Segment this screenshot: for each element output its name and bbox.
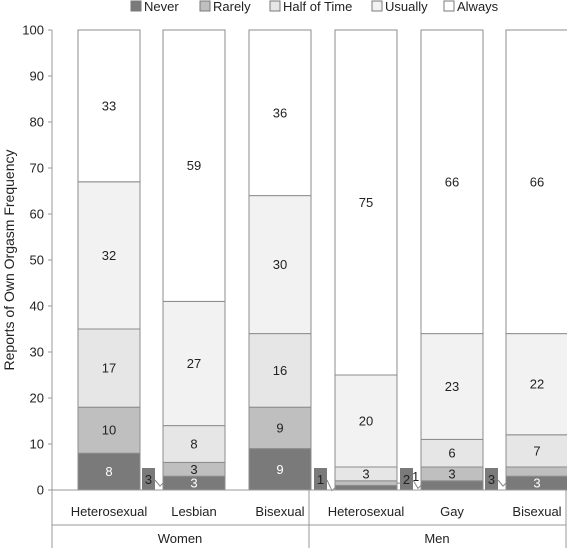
x-tick-label-4: Gay xyxy=(440,504,464,519)
y-tick-label-0: 0 xyxy=(37,483,44,498)
x-axis: Heterosexual Lesbian Bisexual Heterosexual G… xyxy=(51,489,567,548)
data-label-5-3: 22 xyxy=(530,377,544,392)
bar-segment-4-0 xyxy=(420,480,484,491)
y-tick-label-7: 70 xyxy=(30,161,44,176)
bar-segment-3-0 xyxy=(334,484,398,491)
data-label-1-4: 59 xyxy=(187,158,201,173)
y-tick-label-4: 40 xyxy=(30,299,44,314)
data-label-4-4: 66 xyxy=(445,174,459,189)
y-tick-label-10: 100 xyxy=(22,23,44,38)
bar-segment-2-2 xyxy=(248,333,312,408)
bar-segment-4-3 xyxy=(420,333,484,440)
bar-segment-5-2 xyxy=(505,434,567,468)
data-label-1-2: 8 xyxy=(190,437,197,452)
data-label-1-1: 3 xyxy=(190,462,197,477)
data-label-2-4: 36 xyxy=(273,105,287,120)
y-tick-label-6: 60 xyxy=(30,207,44,222)
callout-leader-never-5 xyxy=(497,479,507,487)
bar-segment-5-3 xyxy=(505,333,567,436)
bar-segment-2-4 xyxy=(248,29,312,197)
callout-label-rarely-3: 1 xyxy=(412,469,419,484)
data-label-3-2: 3 xyxy=(362,466,369,481)
legend-swatch-1 xyxy=(199,0,211,12)
data-label-0-4: 33 xyxy=(102,98,116,113)
y-tick-label-5: 50 xyxy=(30,253,44,268)
bar-segment-1-4 xyxy=(162,29,226,302)
bar-segment-0-0 xyxy=(77,452,141,491)
data-label-3-4: 75 xyxy=(359,195,373,210)
bar-segment-1-3 xyxy=(162,300,226,427)
callout-box-never-1 xyxy=(142,468,155,490)
bar-segment-2-1 xyxy=(248,406,312,450)
y-axis: 0 10 20 30 40 50 60 70 80 90 100 xyxy=(22,23,53,498)
bar-segment-0-4 xyxy=(77,29,141,183)
y-tick-label-8: 80 xyxy=(30,115,44,130)
data-label-2-0: 9 xyxy=(276,462,283,477)
data-label-0-0: 8 xyxy=(105,464,112,479)
legend-swatch-0 xyxy=(130,0,142,12)
data-label-0-1: 10 xyxy=(102,423,116,438)
callout-box-never-4 xyxy=(400,468,413,490)
callout-label-never-1: 3 xyxy=(145,472,152,487)
bar-segment-4-2 xyxy=(420,438,484,468)
data-label-0-2: 17 xyxy=(102,361,116,376)
data-label-2-2: 16 xyxy=(273,363,287,378)
y-tick-label-9: 90 xyxy=(30,69,44,84)
data-label-1-3: 27 xyxy=(187,356,201,371)
x-tick-label-0: Heterosexual xyxy=(71,504,148,519)
callout-leader-never-1 xyxy=(154,479,164,487)
data-label-5-2: 7 xyxy=(533,443,540,458)
y-axis-title: Reports of Own Orgasm Frequency xyxy=(1,150,17,371)
bar-segment-3-1 xyxy=(334,480,398,486)
legend-label-4: Always xyxy=(457,0,499,14)
data-label-0-3: 32 xyxy=(102,248,116,263)
legend-swatch-4 xyxy=(443,0,455,12)
callout-leader-never-4 xyxy=(412,479,422,490)
y-tick-label-1: 10 xyxy=(30,437,44,452)
data-label-5-0: 3 xyxy=(533,476,540,491)
legend-label-3: Usually xyxy=(385,0,428,14)
bar-segment-4-4 xyxy=(420,29,484,335)
callout-label-never-3: 1 xyxy=(317,472,324,487)
legend-swatch-2 xyxy=(269,0,281,12)
callout-leader-never-3 xyxy=(326,479,336,492)
y-tick-label-3: 30 xyxy=(30,345,44,360)
callout-box-never-3 xyxy=(314,468,327,490)
legend: Never Rarely Half of Time Usually Always xyxy=(130,0,499,14)
legend-label-1: Rarely xyxy=(213,0,251,14)
data-label-2-3: 30 xyxy=(273,257,287,272)
bar-segment-5-4 xyxy=(505,29,567,335)
x-tick-label-5: Bisexual xyxy=(512,504,561,519)
data-label-2-1: 9 xyxy=(276,420,283,435)
bar-segment-3-4 xyxy=(334,29,398,376)
group-label-0: Women xyxy=(158,531,203,546)
legend-swatch-3 xyxy=(371,0,383,12)
bar-segment-2-0 xyxy=(248,448,312,491)
legend-label-2: Half of Time xyxy=(283,0,352,14)
data-label-1-0: 3 xyxy=(190,476,197,491)
legend-label-0: Never xyxy=(144,0,179,14)
bar-segment-1-2 xyxy=(162,425,226,463)
data-label-4-2: 6 xyxy=(448,446,455,461)
callout-box-never-5 xyxy=(485,468,498,490)
group-label-1: Men xyxy=(424,531,449,546)
data-label-3-3: 20 xyxy=(359,414,373,429)
x-tick-label-2: Bisexual xyxy=(255,504,304,519)
x-tick-label-1: Lesbian xyxy=(171,504,217,519)
callout-label-never-5: 3 xyxy=(488,472,495,487)
data-label-4-1: 3 xyxy=(448,466,455,481)
bar-segment-3-3 xyxy=(334,374,398,468)
y-tick-label-2: 20 xyxy=(30,391,44,406)
data-label-5-4: 66 xyxy=(530,174,544,189)
x-tick-label-3: Heterosexual xyxy=(328,504,405,519)
data-label-4-3: 23 xyxy=(445,379,459,394)
callout-label-never-4: 2 xyxy=(403,472,410,487)
